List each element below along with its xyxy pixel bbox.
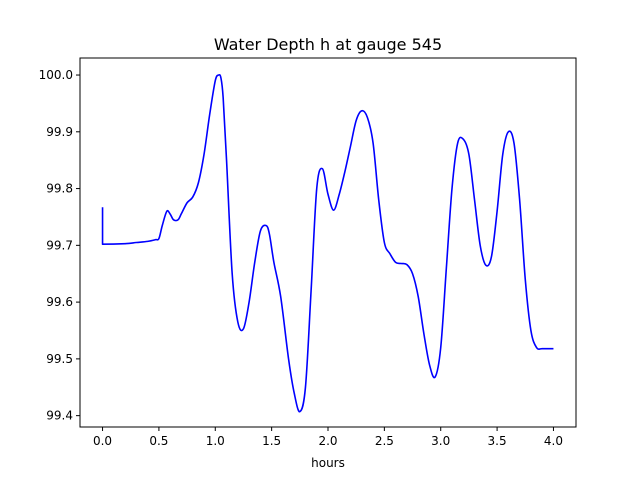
y-tick-label: 99.6 (46, 295, 73, 309)
y-tick-label: 100.0 (39, 68, 73, 82)
series-layer (101, 73, 554, 413)
x-tick-label: 4.0 (544, 434, 563, 448)
x-axis-label: hours (311, 456, 345, 470)
x-tick-label: 2.5 (375, 434, 394, 448)
y-tick-label: 99.4 (46, 409, 73, 423)
x-tick-label: 1.5 (262, 434, 281, 448)
x-tick-label: 0.0 (93, 434, 112, 448)
x-tick-label: 3.5 (488, 434, 507, 448)
chart-title: Water Depth h at gauge 545 (214, 35, 442, 54)
x-tick-label: 0.5 (149, 434, 168, 448)
plot-frame (79, 57, 577, 428)
x-axis-ticks: 0.0 0.5 1.0 1.5 2.0 2.5 3.0 3.5 4.0 (93, 427, 563, 448)
x-tick-label: 3.0 (431, 434, 450, 448)
series-line (101, 73, 554, 413)
x-tick-label: 2.0 (318, 434, 337, 448)
y-tick-label: 99.7 (46, 238, 73, 252)
y-tick-label: 99.5 (46, 352, 73, 366)
y-tick-label: 99.8 (46, 182, 73, 196)
y-tick-label: 99.9 (46, 125, 73, 139)
x-tick-label: 1.0 (206, 434, 225, 448)
y-axis-ticks: 99.4 99.5 99.6 99.7 99.8 99.9 100.0 (39, 68, 80, 423)
